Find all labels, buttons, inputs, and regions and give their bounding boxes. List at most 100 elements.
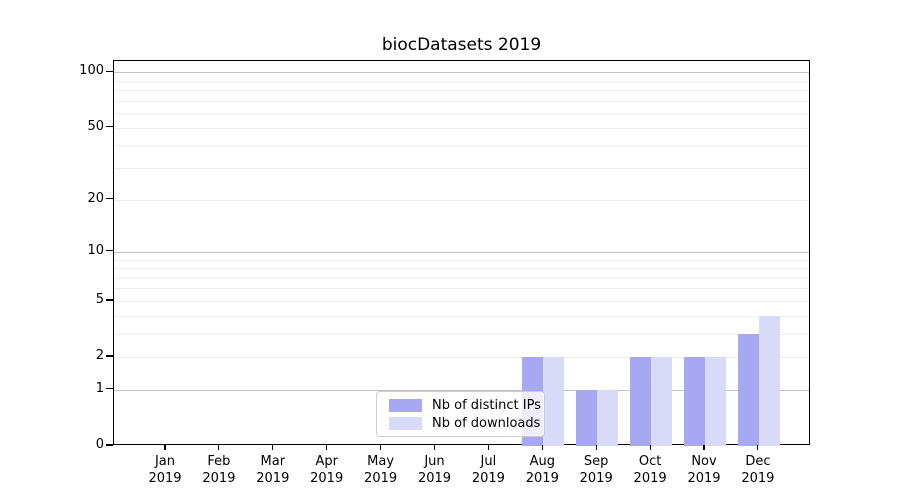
- x-tick-mark: [487, 445, 489, 450]
- legend-swatch: [389, 416, 422, 430]
- x-tick-label: Jan 2019: [133, 453, 197, 487]
- bar-distinct-ips-nov: [684, 357, 705, 446]
- y-tick-label: 1: [95, 380, 104, 396]
- x-tick-mark: [326, 445, 328, 450]
- chart-title: biocDatasets 2019: [381, 35, 542, 55]
- x-tick-label: Feb 2019: [187, 453, 251, 487]
- x-tick-month: Sep: [583, 454, 609, 469]
- y-tick-label: 2: [95, 348, 104, 364]
- x-tick-label: Aug 2019: [510, 453, 574, 487]
- gridline-minor: [114, 127, 809, 129]
- gridline-minor: [114, 145, 809, 147]
- x-tick-year: 2019: [633, 471, 667, 486]
- x-tick-mark: [433, 445, 436, 450]
- bar-downloads-aug: [543, 357, 565, 446]
- gridline-major: [114, 389, 809, 391]
- x-tick-year: 2019: [579, 471, 613, 486]
- gridline-minor: [114, 90, 809, 92]
- x-tick-month: Feb: [207, 454, 231, 469]
- gridline-major: [114, 251, 809, 253]
- x-tick-label: Mar 2019: [241, 453, 305, 487]
- gridline-minor: [114, 315, 809, 317]
- gridline-minor: [114, 277, 809, 279]
- legend: Nb of distinct IPs Nb of downloads: [376, 391, 545, 437]
- x-tick-mark: [272, 445, 274, 450]
- gridline-minor: [114, 113, 809, 115]
- x-tick-month: Apr: [315, 454, 338, 469]
- gridline-minor: [114, 168, 809, 169]
- x-tick-label: Oct 2019: [618, 453, 682, 487]
- legend-entry: Nb of distinct IPs: [385, 398, 541, 413]
- gridline-minor: [114, 199, 809, 201]
- x-tick-year: 2019: [148, 471, 182, 486]
- y-tick-mark: [106, 388, 113, 390]
- x-tick-year: 2019: [687, 471, 721, 486]
- x-tick-mark: [218, 445, 220, 450]
- gridline-minor: [114, 300, 809, 302]
- gridline-minor: [114, 80, 809, 82]
- x-tick-month: Aug: [529, 454, 555, 469]
- x-tick-year: 2019: [417, 471, 452, 486]
- x-tick-mark: [380, 445, 382, 450]
- bar-downloads-oct: [651, 357, 673, 446]
- y-tick-mark: [106, 197, 113, 200]
- y-tick-mark: [106, 299, 113, 301]
- x-tick-label: Nov 2019: [672, 453, 736, 487]
- legend-label: Nb of downloads: [432, 415, 541, 431]
- x-tick-year: 2019: [471, 471, 505, 486]
- bar-downloads-sep: [597, 389, 619, 446]
- x-tick-year: 2019: [310, 471, 344, 486]
- y-tick-label: 0: [95, 437, 104, 452]
- y-tick-label: 20: [87, 190, 104, 206]
- x-tick-mark: [595, 445, 597, 450]
- x-tick-mark: [703, 445, 705, 450]
- gridline-minor: [114, 268, 809, 270]
- bar-downloads-dec: [758, 315, 780, 446]
- bar-downloads-nov: [705, 357, 726, 446]
- x-tick-month: Jun: [424, 454, 445, 469]
- x-tick-mark: [541, 445, 543, 450]
- x-tick-year: 2019: [202, 471, 236, 486]
- x-tick-month: Mar: [260, 454, 286, 469]
- x-tick-month: Jul: [480, 454, 497, 469]
- bar-distinct-ips-oct: [630, 357, 652, 446]
- x-tick-label: Dec 2019: [726, 453, 790, 487]
- y-tick-label: 5: [95, 291, 104, 307]
- x-tick-month: May: [367, 454, 395, 469]
- x-tick-month: Nov: [691, 454, 717, 469]
- x-tick-label: Apr 2019: [295, 453, 359, 487]
- legend-entry: Nb of downloads: [385, 416, 540, 431]
- bar-distinct-ips-sep: [576, 389, 598, 446]
- x-tick-month: Oct: [638, 454, 662, 469]
- bar-distinct-ips-dec: [737, 333, 759, 446]
- y-tick-mark: [106, 444, 113, 446]
- gridline-minor: [114, 100, 809, 102]
- y-tick-mark: [106, 126, 113, 128]
- y-tick-label: 10: [87, 242, 104, 258]
- x-tick-label: Jun 2019: [403, 453, 467, 487]
- x-tick-mark: [649, 445, 651, 450]
- legend-swatch: [389, 398, 422, 412]
- x-tick-mark: [164, 445, 166, 450]
- x-tick-label: Jul 2019: [456, 453, 520, 487]
- y-tick-label: 50: [87, 118, 104, 134]
- y-tick-label: 100: [79, 63, 104, 79]
- x-tick-month: Jan: [154, 454, 176, 469]
- x-tick-label: Sep 2019: [564, 453, 628, 487]
- x-tick-year: 2019: [741, 471, 775, 486]
- x-tick-year: 2019: [525, 471, 559, 486]
- y-tick-mark: [106, 70, 113, 72]
- x-tick-year: 2019: [364, 471, 398, 486]
- gridline-minor: [114, 288, 809, 290]
- y-tick-mark: [106, 250, 113, 252]
- x-tick-mark: [757, 445, 759, 450]
- gridline-minor: [114, 259, 809, 261]
- legend-label: Nb of distinct IPs: [432, 397, 541, 413]
- x-tick-label: May 2019: [349, 453, 413, 487]
- gridline-major: [114, 72, 809, 74]
- x-tick-year: 2019: [256, 471, 290, 486]
- plot-area: [113, 60, 810, 446]
- y-tick-mark: [106, 355, 113, 357]
- x-tick-month: Dec: [745, 454, 771, 469]
